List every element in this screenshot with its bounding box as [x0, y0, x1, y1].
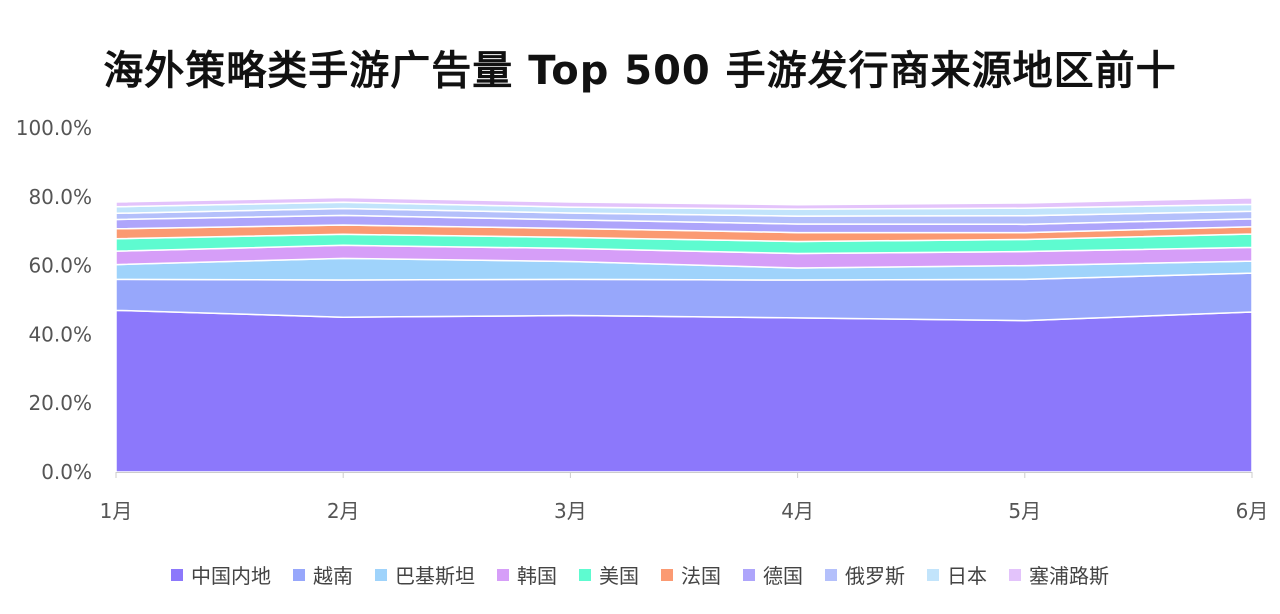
- legend-item[interactable]: 俄罗斯: [825, 560, 905, 589]
- legend-label: 法国: [681, 564, 721, 588]
- legend-label: 越南: [313, 564, 353, 588]
- legend-label: 日本: [947, 564, 987, 588]
- legend-item[interactable]: 法国: [661, 560, 721, 589]
- x-tick-label: 4月: [781, 499, 814, 523]
- y-tick-label: 60.0%: [28, 254, 92, 278]
- x-tick-label: 6月: [1236, 499, 1269, 523]
- legend-swatch: [375, 568, 387, 581]
- legend-swatch: [661, 568, 673, 581]
- legend-label: 巴基斯坦: [395, 564, 475, 588]
- legend-item[interactable]: 塞浦路斯: [1009, 560, 1109, 589]
- x-tick-label: 2月: [327, 499, 360, 523]
- area-series-0: [115, 309, 1253, 473]
- legend-item[interactable]: 德国: [743, 560, 803, 589]
- legend-label: 韩国: [517, 564, 557, 588]
- legend-item[interactable]: 巴基斯坦: [375, 560, 475, 589]
- legend-swatch: [497, 568, 509, 581]
- chart-title: 海外策略类手游广告量 Top 500 手游发行商来源地区前十: [103, 48, 1177, 94]
- legend-label: 中国内地: [191, 564, 271, 588]
- y-tick-label: 20.0%: [28, 391, 92, 415]
- legend-swatch: [927, 568, 939, 581]
- legend-label: 美国: [599, 564, 639, 588]
- area-layers: [115, 196, 1253, 473]
- x-axis: 1月 2月 3月 4月 5月 6月: [100, 472, 1269, 523]
- x-tick-label: 5月: [1008, 499, 1041, 523]
- legend-item[interactable]: 美国: [579, 560, 639, 589]
- legend-label: 俄罗斯: [845, 564, 905, 588]
- y-tick-label: 80.0%: [28, 185, 92, 209]
- y-axis: 0.0% 20.0% 40.0% 60.0% 80.0% 100.0%: [16, 116, 92, 484]
- area-series-9: [115, 196, 1253, 210]
- legend-swatch: [293, 568, 305, 581]
- legend-swatch: [743, 568, 755, 581]
- x-tick-label: 1月: [100, 499, 133, 523]
- legend-item[interactable]: 中国内地: [171, 560, 271, 589]
- legend-swatch: [1009, 568, 1021, 581]
- legend-label: 德国: [763, 564, 803, 588]
- y-tick-label: 100.0%: [16, 116, 92, 140]
- legend-label: 塞浦路斯: [1029, 564, 1109, 588]
- legend-swatch: [825, 568, 837, 581]
- legend: 中国内地 越南 巴基斯坦 韩国 美国 法国 德国 俄罗斯 日本 塞浦路斯: [0, 560, 1280, 589]
- legend-swatch: [171, 568, 183, 581]
- legend-swatch: [579, 568, 591, 581]
- legend-item[interactable]: 越南: [293, 560, 353, 589]
- y-tick-label: 0.0%: [41, 460, 92, 484]
- x-tick-label: 3月: [554, 499, 587, 523]
- y-tick-label: 40.0%: [28, 322, 92, 346]
- legend-item[interactable]: 日本: [927, 560, 987, 589]
- legend-item[interactable]: 韩国: [497, 560, 557, 589]
